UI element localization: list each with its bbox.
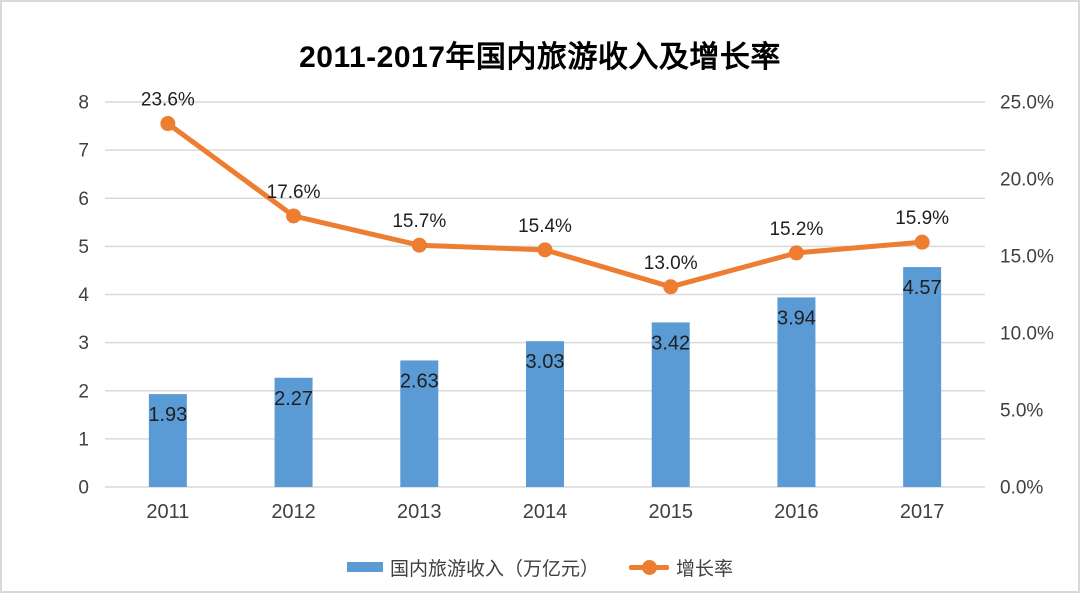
bar-data-label: 2.63	[400, 370, 439, 392]
revenue-bar	[274, 377, 313, 487]
line-marker	[537, 242, 553, 258]
legend-label-revenue: 国内旅游收入（万亿元）	[389, 558, 599, 580]
line-marker	[663, 279, 679, 295]
revenue-bar	[777, 297, 816, 487]
left-axis-tick-label: 3	[78, 333, 89, 354]
right-axis-tick-label: 10.0%	[1000, 324, 1054, 345]
legend-bar-swatch-icon	[346, 562, 383, 572]
bar-data-label: 1.93	[148, 404, 187, 426]
line-marker	[788, 245, 804, 261]
legend-item-growth: 增长率	[629, 554, 733, 581]
left-axis-tick-label: 2	[78, 381, 89, 402]
line-data-label: 15.2%	[769, 219, 823, 240]
bar-data-label: 3.94	[777, 307, 816, 329]
line-data-label: 23.6%	[141, 90, 195, 111]
legend-item-revenue: 国内旅游收入（万亿元）	[346, 554, 599, 581]
left-axis-tick-label: 4	[78, 285, 89, 306]
legend-line-swatch-icon	[629, 559, 669, 575]
line-marker	[286, 208, 302, 224]
legend: 国内旅游收入（万亿元） 增长率	[2, 553, 1078, 581]
left-axis-tick-label: 1	[78, 429, 89, 450]
legend-line-marker-icon	[642, 559, 657, 575]
right-axis-tick-label: 0.0%	[1000, 478, 1043, 499]
bar-data-label: 2.27	[274, 388, 313, 410]
revenue-bar	[148, 394, 187, 487]
right-axis-tick-label: 20.0%	[1000, 170, 1054, 191]
revenue-bar	[903, 267, 942, 487]
x-axis-label: 2011	[146, 501, 189, 523]
left-axis-tick-label: 8	[78, 93, 89, 114]
line-data-label: 15.7%	[392, 211, 446, 232]
bar-data-label: 3.03	[526, 351, 565, 373]
left-axis-tick-label: 5	[78, 237, 89, 258]
line-marker	[914, 234, 930, 250]
left-axis-tick-label: 6	[78, 189, 89, 210]
line-data-label: 17.6%	[267, 182, 321, 203]
line-data-label: 15.9%	[895, 208, 949, 229]
x-axis-label: 2016	[774, 501, 819, 523]
x-axis-label: 2017	[900, 501, 945, 523]
bar-data-label: 3.42	[651, 332, 690, 354]
left-axis-tick-label: 7	[78, 141, 89, 162]
x-axis-label: 2012	[271, 501, 316, 523]
line-marker	[160, 116, 176, 132]
revenue-bar	[526, 341, 564, 487]
bar-data-label: 4.57	[903, 277, 942, 299]
line-data-label: 13.0%	[644, 253, 698, 274]
left-axis-tick-label: 0	[78, 478, 89, 499]
x-axis-label: 2015	[648, 501, 693, 523]
x-axis-label: 2014	[523, 501, 568, 523]
x-axis-label: 2013	[397, 501, 442, 523]
right-axis-tick-label: 25.0%	[1000, 93, 1054, 114]
line-data-label: 15.4%	[518, 216, 572, 237]
chart-title: 2011-2017年国内旅游收入及增长率	[299, 41, 781, 74]
legend-label-growth: 增长率	[676, 558, 734, 580]
revenue-bar	[400, 360, 439, 487]
line-marker	[411, 237, 427, 253]
right-axis-tick-label: 15.0%	[1000, 247, 1054, 268]
right-axis-tick-label: 5.0%	[1000, 401, 1043, 422]
revenue-bar	[651, 322, 690, 487]
growth-line	[165, 121, 925, 290]
